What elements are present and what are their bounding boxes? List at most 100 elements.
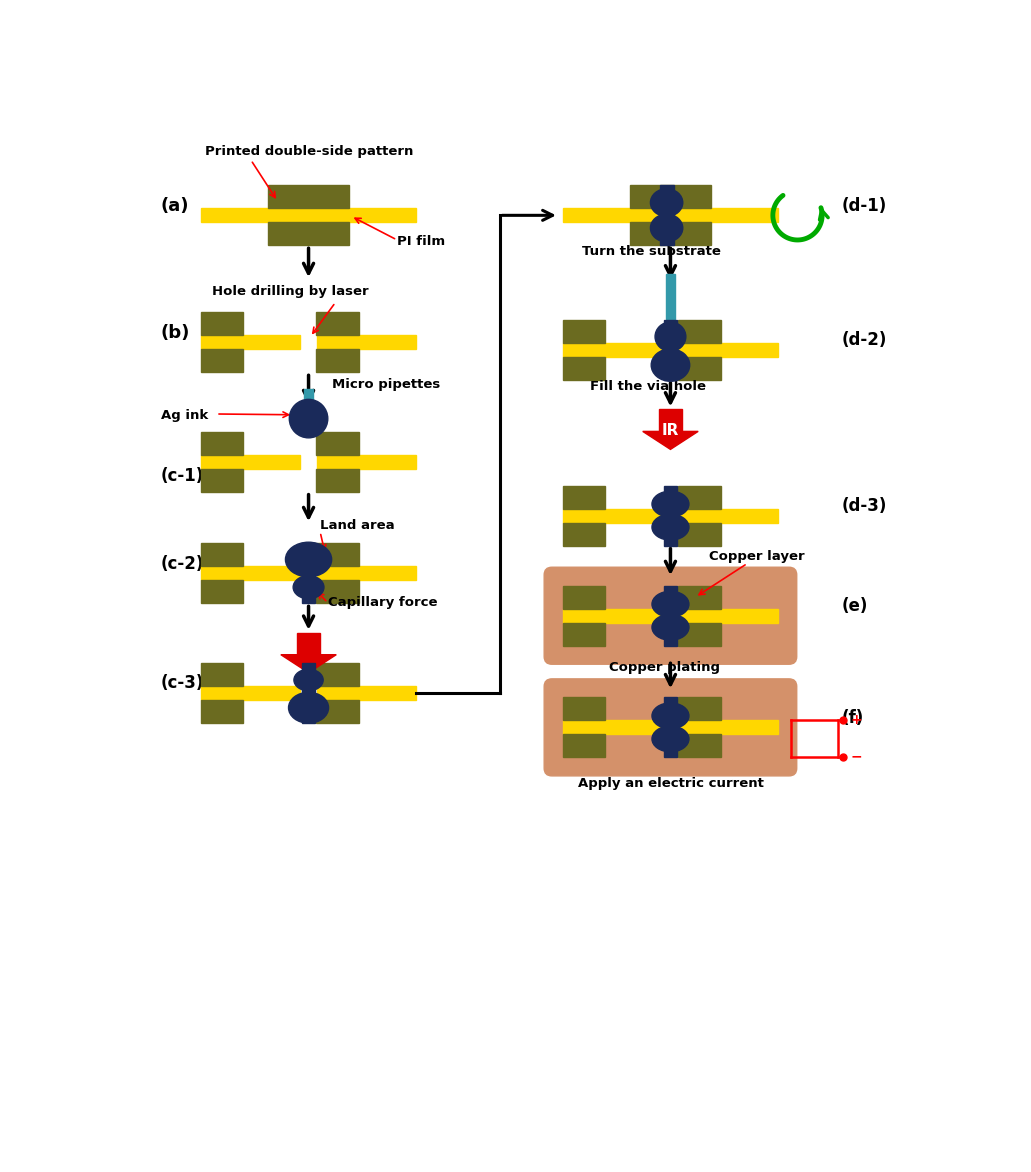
Ellipse shape <box>643 581 697 649</box>
Text: (c-3): (c-3) <box>161 674 204 693</box>
Text: −: − <box>851 750 862 764</box>
Bar <box>678 357 721 380</box>
Bar <box>302 544 315 604</box>
Text: (c-2): (c-2) <box>161 554 204 573</box>
Bar <box>317 313 359 335</box>
Text: Copper layer: Copper layer <box>709 551 804 564</box>
Text: (c-1): (c-1) <box>161 466 204 485</box>
Bar <box>201 335 300 349</box>
Text: (f): (f) <box>841 709 864 727</box>
Bar <box>563 485 605 509</box>
Text: PI film: PI film <box>397 234 445 247</box>
Ellipse shape <box>652 515 689 540</box>
Ellipse shape <box>652 725 689 752</box>
Bar <box>201 566 300 580</box>
Bar <box>563 320 605 343</box>
Bar <box>679 343 778 357</box>
Bar <box>268 223 348 245</box>
Text: Micro pipettes: Micro pipettes <box>332 377 440 390</box>
Bar <box>201 580 243 604</box>
Bar <box>664 586 677 646</box>
Bar <box>201 431 243 455</box>
Bar <box>317 544 359 566</box>
Bar <box>268 185 348 209</box>
Ellipse shape <box>652 349 690 381</box>
Bar <box>201 662 243 686</box>
Ellipse shape <box>651 189 683 217</box>
Text: (e): (e) <box>841 597 868 615</box>
Ellipse shape <box>293 575 324 599</box>
Bar <box>664 485 677 546</box>
Bar <box>563 209 778 223</box>
Bar <box>660 185 673 245</box>
Bar <box>201 544 243 566</box>
Bar <box>201 209 417 223</box>
Ellipse shape <box>652 614 689 640</box>
Text: Copper plating: Copper plating <box>609 661 720 674</box>
FancyBboxPatch shape <box>544 679 797 776</box>
Bar <box>317 469 359 492</box>
Ellipse shape <box>289 693 329 723</box>
Bar <box>563 509 662 523</box>
Bar <box>679 509 778 523</box>
Ellipse shape <box>652 591 689 618</box>
Ellipse shape <box>286 543 332 577</box>
Bar <box>201 455 300 469</box>
Text: (a): (a) <box>161 197 190 214</box>
Bar <box>563 697 605 721</box>
Polygon shape <box>642 431 698 449</box>
Bar <box>563 735 605 757</box>
Bar <box>317 580 359 604</box>
Polygon shape <box>280 655 336 673</box>
Bar <box>317 686 417 700</box>
Bar <box>302 662 315 723</box>
Bar <box>664 697 677 757</box>
Bar <box>563 357 605 380</box>
Text: Hole drilling by laser: Hole drilling by laser <box>212 285 369 298</box>
Text: Land area: Land area <box>320 519 395 532</box>
Bar <box>317 431 359 455</box>
Bar <box>630 185 710 209</box>
Text: +: + <box>851 713 862 727</box>
Bar <box>317 335 417 349</box>
Bar <box>317 700 359 723</box>
Bar <box>563 622 605 646</box>
Text: Capillary force: Capillary force <box>328 595 437 608</box>
Bar <box>297 633 321 655</box>
Text: Turn the substrate: Turn the substrate <box>581 245 721 258</box>
Ellipse shape <box>643 694 697 762</box>
Bar <box>563 586 605 608</box>
Text: Printed double-side pattern: Printed double-side pattern <box>204 145 413 158</box>
Bar <box>678 622 721 646</box>
Bar <box>678 697 721 721</box>
Ellipse shape <box>651 214 683 241</box>
Circle shape <box>290 400 328 438</box>
Bar <box>666 274 675 319</box>
Ellipse shape <box>294 669 323 690</box>
FancyBboxPatch shape <box>544 567 797 665</box>
Bar <box>201 313 243 335</box>
Bar <box>563 721 662 735</box>
Bar <box>563 523 605 546</box>
Bar <box>678 735 721 757</box>
Bar <box>304 389 313 429</box>
Bar <box>679 608 778 622</box>
Text: Apply an electric current: Apply an electric current <box>578 777 764 790</box>
Text: IR: IR <box>662 423 679 438</box>
Bar <box>201 469 243 492</box>
Bar <box>317 566 417 580</box>
Text: (d-2): (d-2) <box>841 332 887 349</box>
Ellipse shape <box>652 703 689 729</box>
Text: (d-1): (d-1) <box>841 197 887 214</box>
Bar <box>563 608 662 622</box>
Text: Ag ink: Ag ink <box>161 409 208 422</box>
Bar <box>201 686 300 700</box>
Bar <box>659 409 683 431</box>
Bar <box>317 455 417 469</box>
Text: (d-3): (d-3) <box>841 497 887 515</box>
Bar <box>630 223 710 245</box>
Bar <box>563 343 662 357</box>
Bar <box>679 721 778 735</box>
Bar <box>678 586 721 608</box>
Bar <box>201 349 243 373</box>
